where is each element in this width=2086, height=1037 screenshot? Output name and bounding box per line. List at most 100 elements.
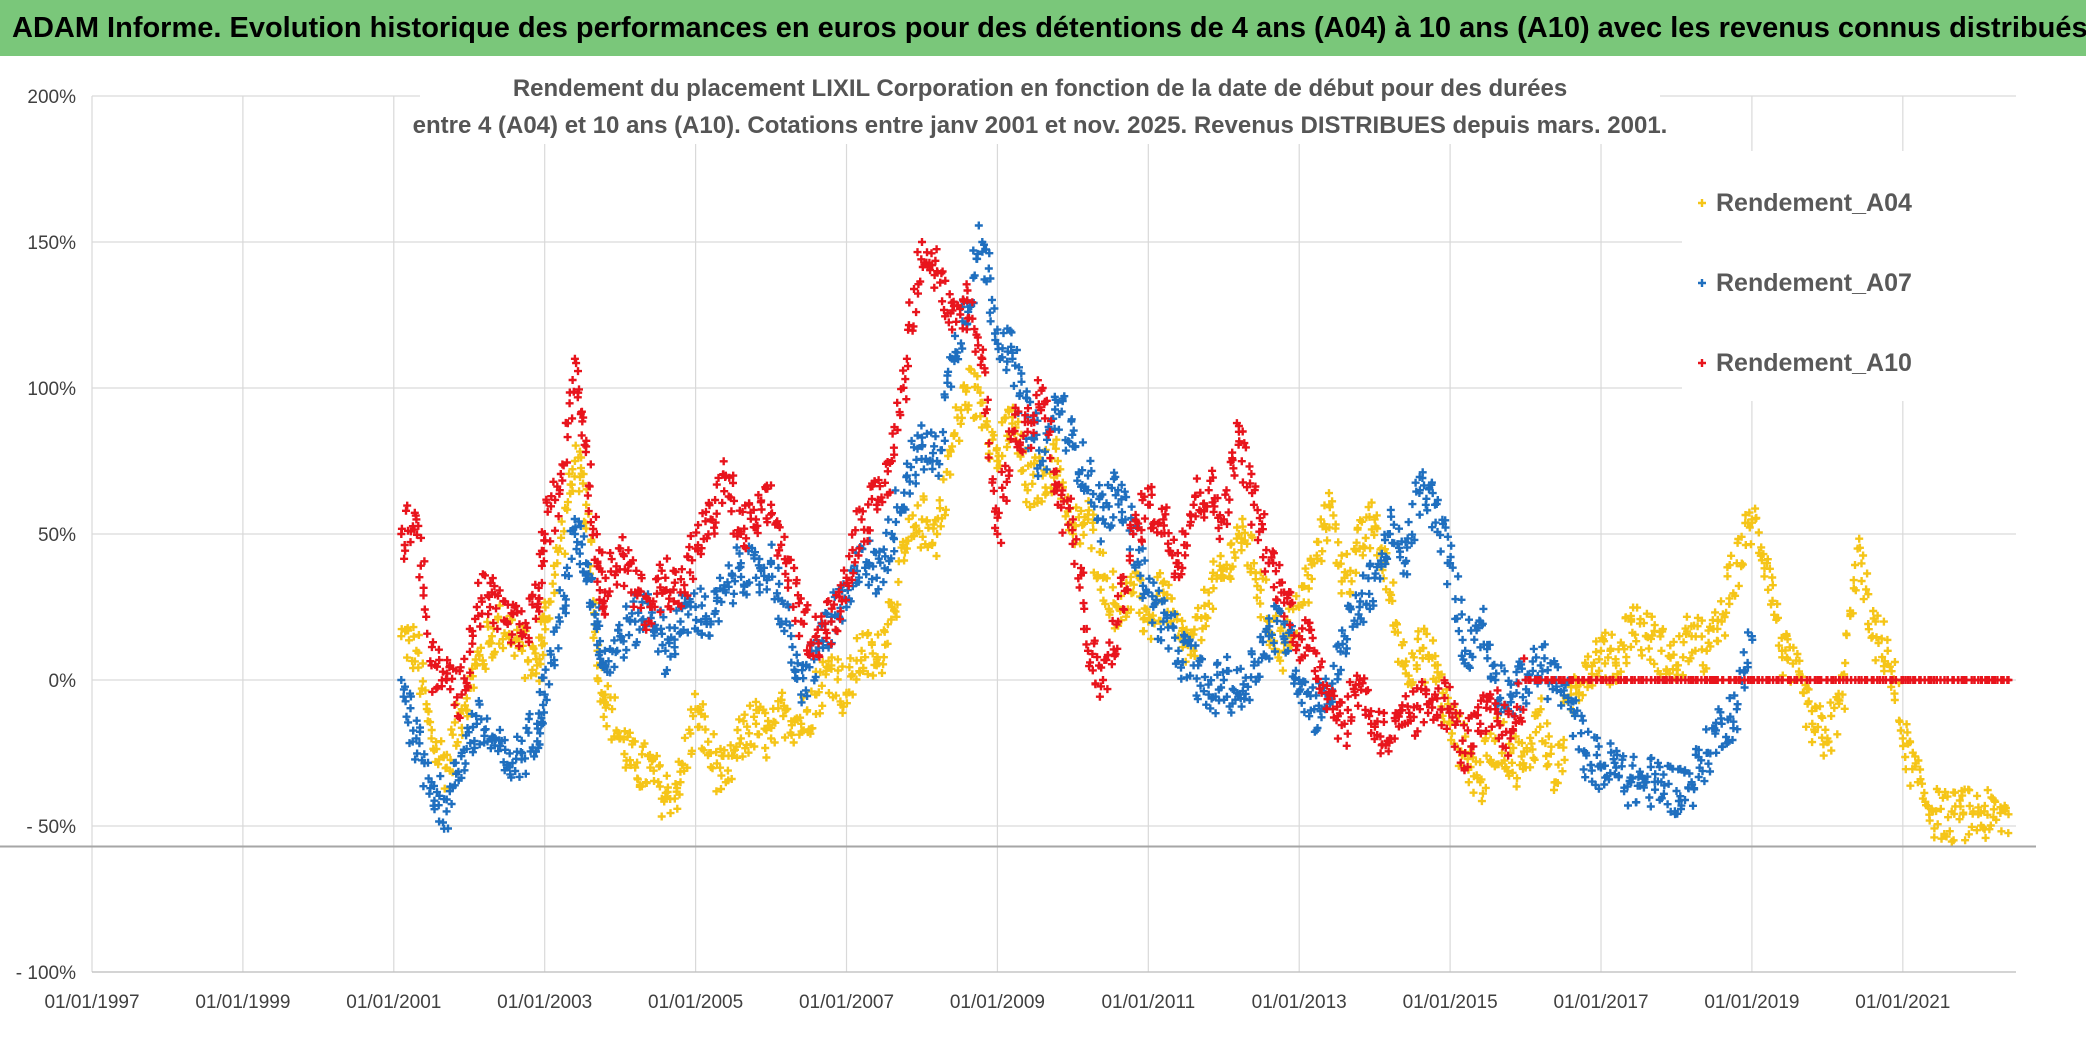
data-point: [815, 709, 824, 718]
data-point: [1018, 466, 1027, 475]
data-point: [397, 632, 406, 641]
data-point: [736, 734, 745, 743]
data-point: [604, 657, 613, 666]
data-point: [1147, 490, 1156, 499]
data-point: [1211, 709, 1220, 718]
data-point: [670, 578, 679, 587]
data-point: [1587, 760, 1596, 769]
data-point: [1754, 528, 1763, 537]
data-point: [1138, 581, 1147, 590]
data-point: [1859, 595, 1868, 604]
data-point: [536, 729, 545, 738]
data-point: [848, 690, 857, 699]
data-point: [1992, 815, 2001, 824]
data-point: [875, 482, 884, 491]
data-point: [1157, 636, 1166, 645]
data-point: [696, 584, 705, 593]
data-point: [733, 726, 742, 734]
data-point: [928, 261, 937, 270]
data-point: [1391, 716, 1400, 725]
data-point: [1698, 767, 1707, 776]
data-point: [683, 628, 692, 637]
data-point: [854, 577, 863, 586]
data-point: [1286, 588, 1295, 597]
data-point: [1903, 728, 1912, 737]
data-point: [533, 737, 542, 746]
data-point: [1355, 603, 1364, 611]
data-point: [1727, 551, 1736, 560]
data-point: [1123, 586, 1132, 594]
data-point: [1307, 574, 1316, 583]
data-point: [1918, 779, 1926, 788]
data-point: [1517, 739, 1526, 747]
data-point: [1454, 572, 1463, 581]
data-point: [730, 496, 738, 505]
data-point: [1228, 685, 1237, 693]
data-point: [1307, 625, 1316, 634]
data-point: [1672, 787, 1681, 795]
data-point: [1436, 547, 1445, 556]
data-point: [546, 537, 555, 546]
data-point: [468, 639, 477, 648]
data-point: [1491, 676, 1500, 684]
data-point: [1069, 426, 1078, 435]
data-point: [1512, 668, 1521, 677]
data-point: [918, 532, 927, 541]
data-point: [632, 638, 641, 647]
data-point: [1262, 575, 1271, 584]
data-point: [437, 737, 446, 746]
data-point: [868, 575, 877, 584]
data-point: [777, 540, 786, 549]
data-point: [973, 383, 982, 392]
data-point: [401, 682, 409, 691]
data-point: [767, 540, 776, 549]
data-point: [1872, 633, 1881, 642]
data-point: [608, 705, 617, 714]
data-point: [1624, 801, 1632, 810]
data-point: [1944, 813, 1953, 822]
data-point: [1848, 609, 1857, 618]
data-point: [413, 749, 422, 758]
data-point: [1559, 735, 1568, 744]
data-point: [1508, 692, 1517, 701]
data-point: [824, 597, 833, 606]
data-point: [964, 401, 973, 410]
data-point: [1681, 624, 1690, 633]
data-point: [711, 496, 720, 504]
data-point: [1148, 611, 1157, 620]
data-point: [623, 566, 632, 575]
data-point: [550, 570, 559, 579]
data-point: [874, 630, 882, 639]
data-point: [1851, 561, 1859, 569]
data-point: [767, 500, 776, 509]
data-point: [1663, 800, 1672, 809]
data-point: [1095, 481, 1104, 490]
data-point: [1236, 664, 1245, 673]
data-point: [711, 518, 720, 527]
data-point: [701, 725, 710, 734]
data-point: [1194, 604, 1203, 613]
data-point: [1813, 723, 1822, 731]
data-point: [1041, 414, 1049, 423]
data-point: [676, 617, 685, 626]
data-point: [836, 607, 845, 616]
data-point: [1679, 638, 1688, 647]
data-point: [749, 505, 758, 514]
data-point: [1208, 466, 1217, 475]
data-point: [601, 574, 610, 582]
data-point: [805, 663, 814, 672]
data-point: [1490, 660, 1499, 669]
data-point: [680, 581, 689, 590]
data-point: [1764, 585, 1773, 594]
data-point: [1215, 561, 1224, 570]
data-point: [1095, 692, 1104, 701]
data-point: [1230, 471, 1239, 480]
data-point: [1609, 755, 1618, 764]
data-point: [1519, 705, 1528, 714]
data-point: [555, 544, 564, 553]
data-point: [941, 505, 950, 514]
data-point: [1337, 551, 1346, 560]
data-point: [822, 629, 831, 638]
data-point: [1328, 705, 1337, 714]
data-point: [1472, 711, 1481, 720]
